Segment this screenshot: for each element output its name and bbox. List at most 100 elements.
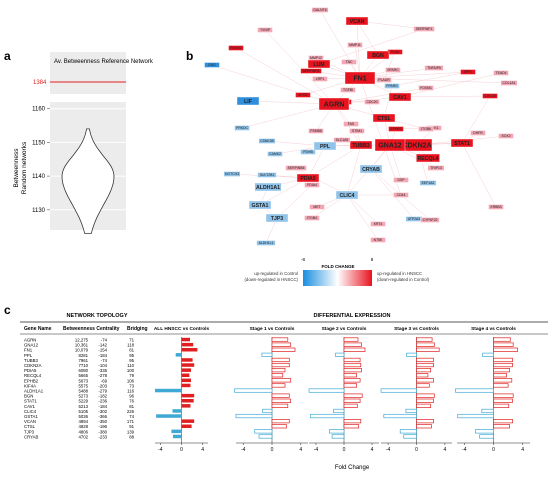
- network-node-ppl[interactable]: PPL: [313, 141, 337, 151]
- network-node-plaur[interactable]: PLAUR: [376, 77, 392, 83]
- network-node-camk2[interactable]: CAMK2: [267, 151, 283, 157]
- network-node-fn1[interactable]: FN1: [344, 71, 376, 85]
- network-node-clic4[interactable]: CLIC4: [335, 190, 359, 200]
- network-node-tead4[interactable]: TEAD4: [493, 70, 509, 76]
- network-node-tnc[interactable]: TNC: [341, 59, 357, 65]
- network-node-notch3[interactable]: NOTCH3: [223, 171, 241, 177]
- network-node-box: [424, 65, 444, 71]
- network-node-cxcl8[interactable]: CXCL8: [482, 93, 498, 99]
- network-node-sox2[interactable]: SOX2: [498, 133, 514, 139]
- network-node-runx2[interactable]: RUNX2: [228, 45, 244, 51]
- bar-pdia5: [271, 368, 286, 373]
- network-node-mmp12[interactable]: MMP12: [308, 55, 324, 61]
- network-node-gsta1[interactable]: GSTA1: [248, 200, 272, 210]
- network-node-pdia5[interactable]: PDIA5: [296, 173, 320, 183]
- network-node-sult2b1[interactable]: SULT2B1: [257, 172, 277, 178]
- network-node-pdhb[interactable]: PDHB: [300, 149, 316, 155]
- bar-cryab: [173, 434, 182, 439]
- network-node-spp1[interactable]: SPP1: [460, 69, 476, 75]
- network-node-itgb4[interactable]: ITGB4: [304, 215, 320, 221]
- network-node-box: [349, 140, 373, 150]
- network-edge: [276, 184, 313, 219]
- network-node-recql4[interactable]: RECQL4: [416, 153, 440, 163]
- network-node-ctsl[interactable]: CTSL: [372, 113, 396, 123]
- network-node-fas[interactable]: FAS: [343, 121, 359, 127]
- network-node-cd44[interactable]: CD44: [393, 192, 409, 198]
- network-node-met[interactable]: MET: [309, 204, 325, 210]
- network-node-dsg[interactable]: DSG: [204, 62, 220, 68]
- network-node-trip13[interactable]: TRIP13: [427, 165, 445, 171]
- network-node-stim1[interactable]: STIM1: [349, 128, 365, 134]
- network-node-label: CAV1: [393, 95, 407, 101]
- network-node-cdkn2a[interactable]: CDKN2A: [401, 138, 433, 152]
- network-node-plau[interactable]: PLAU: [387, 49, 403, 55]
- network-node-box: [309, 204, 325, 210]
- network-node-serpinh1[interactable]: SERPINH1: [300, 68, 322, 74]
- network-node-itgb6[interactable]: ITGB6: [418, 126, 434, 132]
- network-node-serpinf1[interactable]: SERPINF1: [413, 26, 435, 32]
- network-node-eef1a2[interactable]: EEF1A2: [419, 180, 437, 186]
- network-node-serpinb5[interactable]: SERPINB5: [285, 165, 307, 171]
- network-node-pdia4[interactable]: PDIA4: [304, 182, 320, 188]
- bar-tjp3: [171, 429, 182, 434]
- bar-stat1: [493, 398, 513, 403]
- network-node-tgfbi[interactable]: TGFBI: [340, 87, 356, 93]
- network-node-dhfr[interactable]: DHFR: [470, 130, 486, 136]
- network-node-krt4[interactable]: KRT4: [370, 221, 386, 227]
- network-node-galnt6[interactable]: GALNT6: [311, 7, 329, 13]
- network-node-aldh1l1[interactable]: ALDH1L1: [256, 240, 276, 246]
- bar-gna12: [416, 342, 435, 347]
- bar-ctsl: [493, 424, 510, 429]
- bar-vcan: [343, 419, 362, 424]
- network-node-txnip[interactable]: TXNIP: [257, 27, 273, 33]
- fold-change-legend: FOLD CHANGE -8 8 up-regulated in Control…: [245, 257, 430, 286]
- network-node-label: TUBB3: [352, 143, 369, 149]
- network-node-atp2a3[interactable]: ATP2A3: [405, 216, 423, 222]
- network-node-cav1[interactable]: CAV1: [388, 92, 412, 102]
- network-node-bgn[interactable]: BGN: [366, 50, 390, 60]
- bar-gsta1: [383, 413, 417, 419]
- network-edge: [356, 20, 361, 79]
- network-node-lrp1[interactable]: LRP1: [312, 76, 328, 82]
- network-node-apoe[interactable]: APOE: [295, 92, 311, 98]
- network-node-sparc[interactable]: SPARC: [385, 67, 401, 73]
- table-row: KIF4A 5575 -203 73: [24, 383, 135, 388]
- network-node-erbb3[interactable]: ERBB3: [488, 204, 504, 210]
- bar-x-tick-label: 4: [201, 447, 204, 453]
- legend-low-text-2: (down-regulated in HNSCC): [245, 277, 299, 282]
- bar-fn1: [343, 347, 366, 352]
- network-edge: [241, 103, 335, 129]
- network-node-foxm1[interactable]: FOXM1: [418, 85, 434, 91]
- bar-cdkn2a: [271, 362, 290, 368]
- network-node-tjp3[interactable]: TJP3: [265, 213, 289, 223]
- network-node-psmb8[interactable]: PSMB8: [308, 128, 324, 134]
- network-node-tubb3[interactable]: TUBB3: [349, 140, 373, 150]
- network-node-prkdc[interactable]: PRKDC: [234, 125, 250, 131]
- network-node-stat1[interactable]: STAT1: [450, 138, 474, 148]
- network-node-gna12[interactable]: GNA12: [374, 138, 406, 152]
- network-node-agrn[interactable]: AGRN: [318, 97, 350, 111]
- network-node-tnfaip6[interactable]: TNFAIP6: [424, 65, 444, 71]
- network-node-lif[interactable]: LIF: [236, 96, 260, 106]
- network-node-lum[interactable]: LUM: [307, 59, 331, 69]
- network-node-cryab[interactable]: CRYAB: [359, 164, 383, 174]
- network-node-csnk2b[interactable]: CSNK2B: [258, 138, 276, 144]
- network-node-dsp[interactable]: DSP: [393, 177, 409, 183]
- network-node-cdc20[interactable]: CDC20: [364, 99, 380, 105]
- network-node-box: [307, 59, 331, 69]
- network-node-col1a1[interactable]: COL1A1: [500, 80, 518, 86]
- network-node-cyp4f22[interactable]: CYP4F22: [420, 217, 440, 223]
- table-cell-bridging: 81: [129, 404, 134, 409]
- table-cell-bridging: 71: [129, 338, 134, 343]
- network-node-nt5e[interactable]: NT5E: [370, 237, 386, 243]
- network-node-aldh1a1[interactable]: ALDH1A1: [254, 182, 282, 192]
- network-node-vcan[interactable]: VCAN: [345, 16, 369, 26]
- network-node-pparg[interactable]: PPARG: [384, 83, 400, 89]
- network-node-slc1a5[interactable]: SLC1A5: [333, 137, 351, 143]
- table-row: BGN 5273 -182 96: [24, 394, 135, 399]
- network-node-ephb2[interactable]: EPHB2: [388, 126, 404, 132]
- network-node-box: [344, 71, 376, 85]
- network-node-mmp11[interactable]: MMP11: [347, 42, 363, 48]
- bar-bgn: [416, 393, 435, 398]
- network-node-box: [300, 149, 316, 155]
